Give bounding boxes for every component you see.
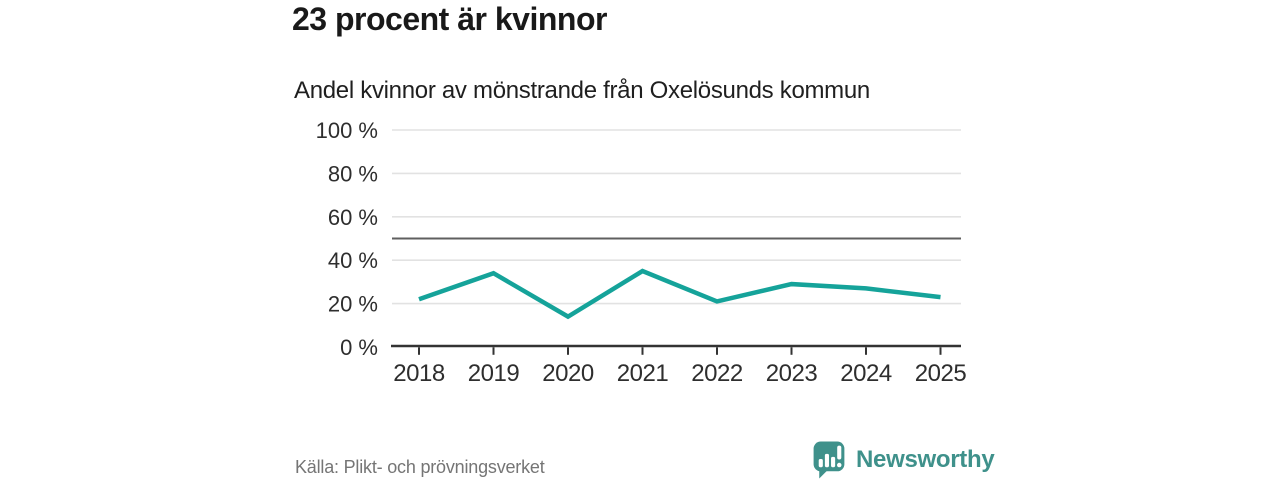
chart-title: 23 procent är kvinnor xyxy=(292,1,607,37)
x-tick-label: 2018 xyxy=(393,360,445,387)
newsworthy-logo-text: Newsworthy xyxy=(856,445,995,473)
newsworthy-logo: Newsworthy xyxy=(812,440,995,479)
y-tick-label: 100 % xyxy=(316,118,378,143)
x-tick-label: 2020 xyxy=(542,360,594,387)
y-tick-label: 40 % xyxy=(328,248,378,273)
x-tick-label: 2019 xyxy=(468,360,520,387)
chart-subtitle: Andel kvinnor av mönstrande från Oxelösu… xyxy=(294,77,870,104)
y-tick-label: 0 % xyxy=(340,335,378,360)
y-tick-label: 60 % xyxy=(328,205,378,230)
x-tick-label: 2024 xyxy=(840,360,892,387)
x-tick-label: 2021 xyxy=(617,360,669,387)
y-tick-label: 20 % xyxy=(328,292,378,317)
source-note: Källa: Plikt- och prövningsverket xyxy=(295,457,545,477)
newsworthy-bubble-chart-icon xyxy=(813,441,845,479)
y-tick-label: 80 % xyxy=(328,161,378,186)
data-line xyxy=(418,268,941,320)
x-tick-label: 2022 xyxy=(691,360,743,387)
x-tick-label: 2025 xyxy=(915,360,967,387)
x-tick-label: 2023 xyxy=(766,360,818,387)
